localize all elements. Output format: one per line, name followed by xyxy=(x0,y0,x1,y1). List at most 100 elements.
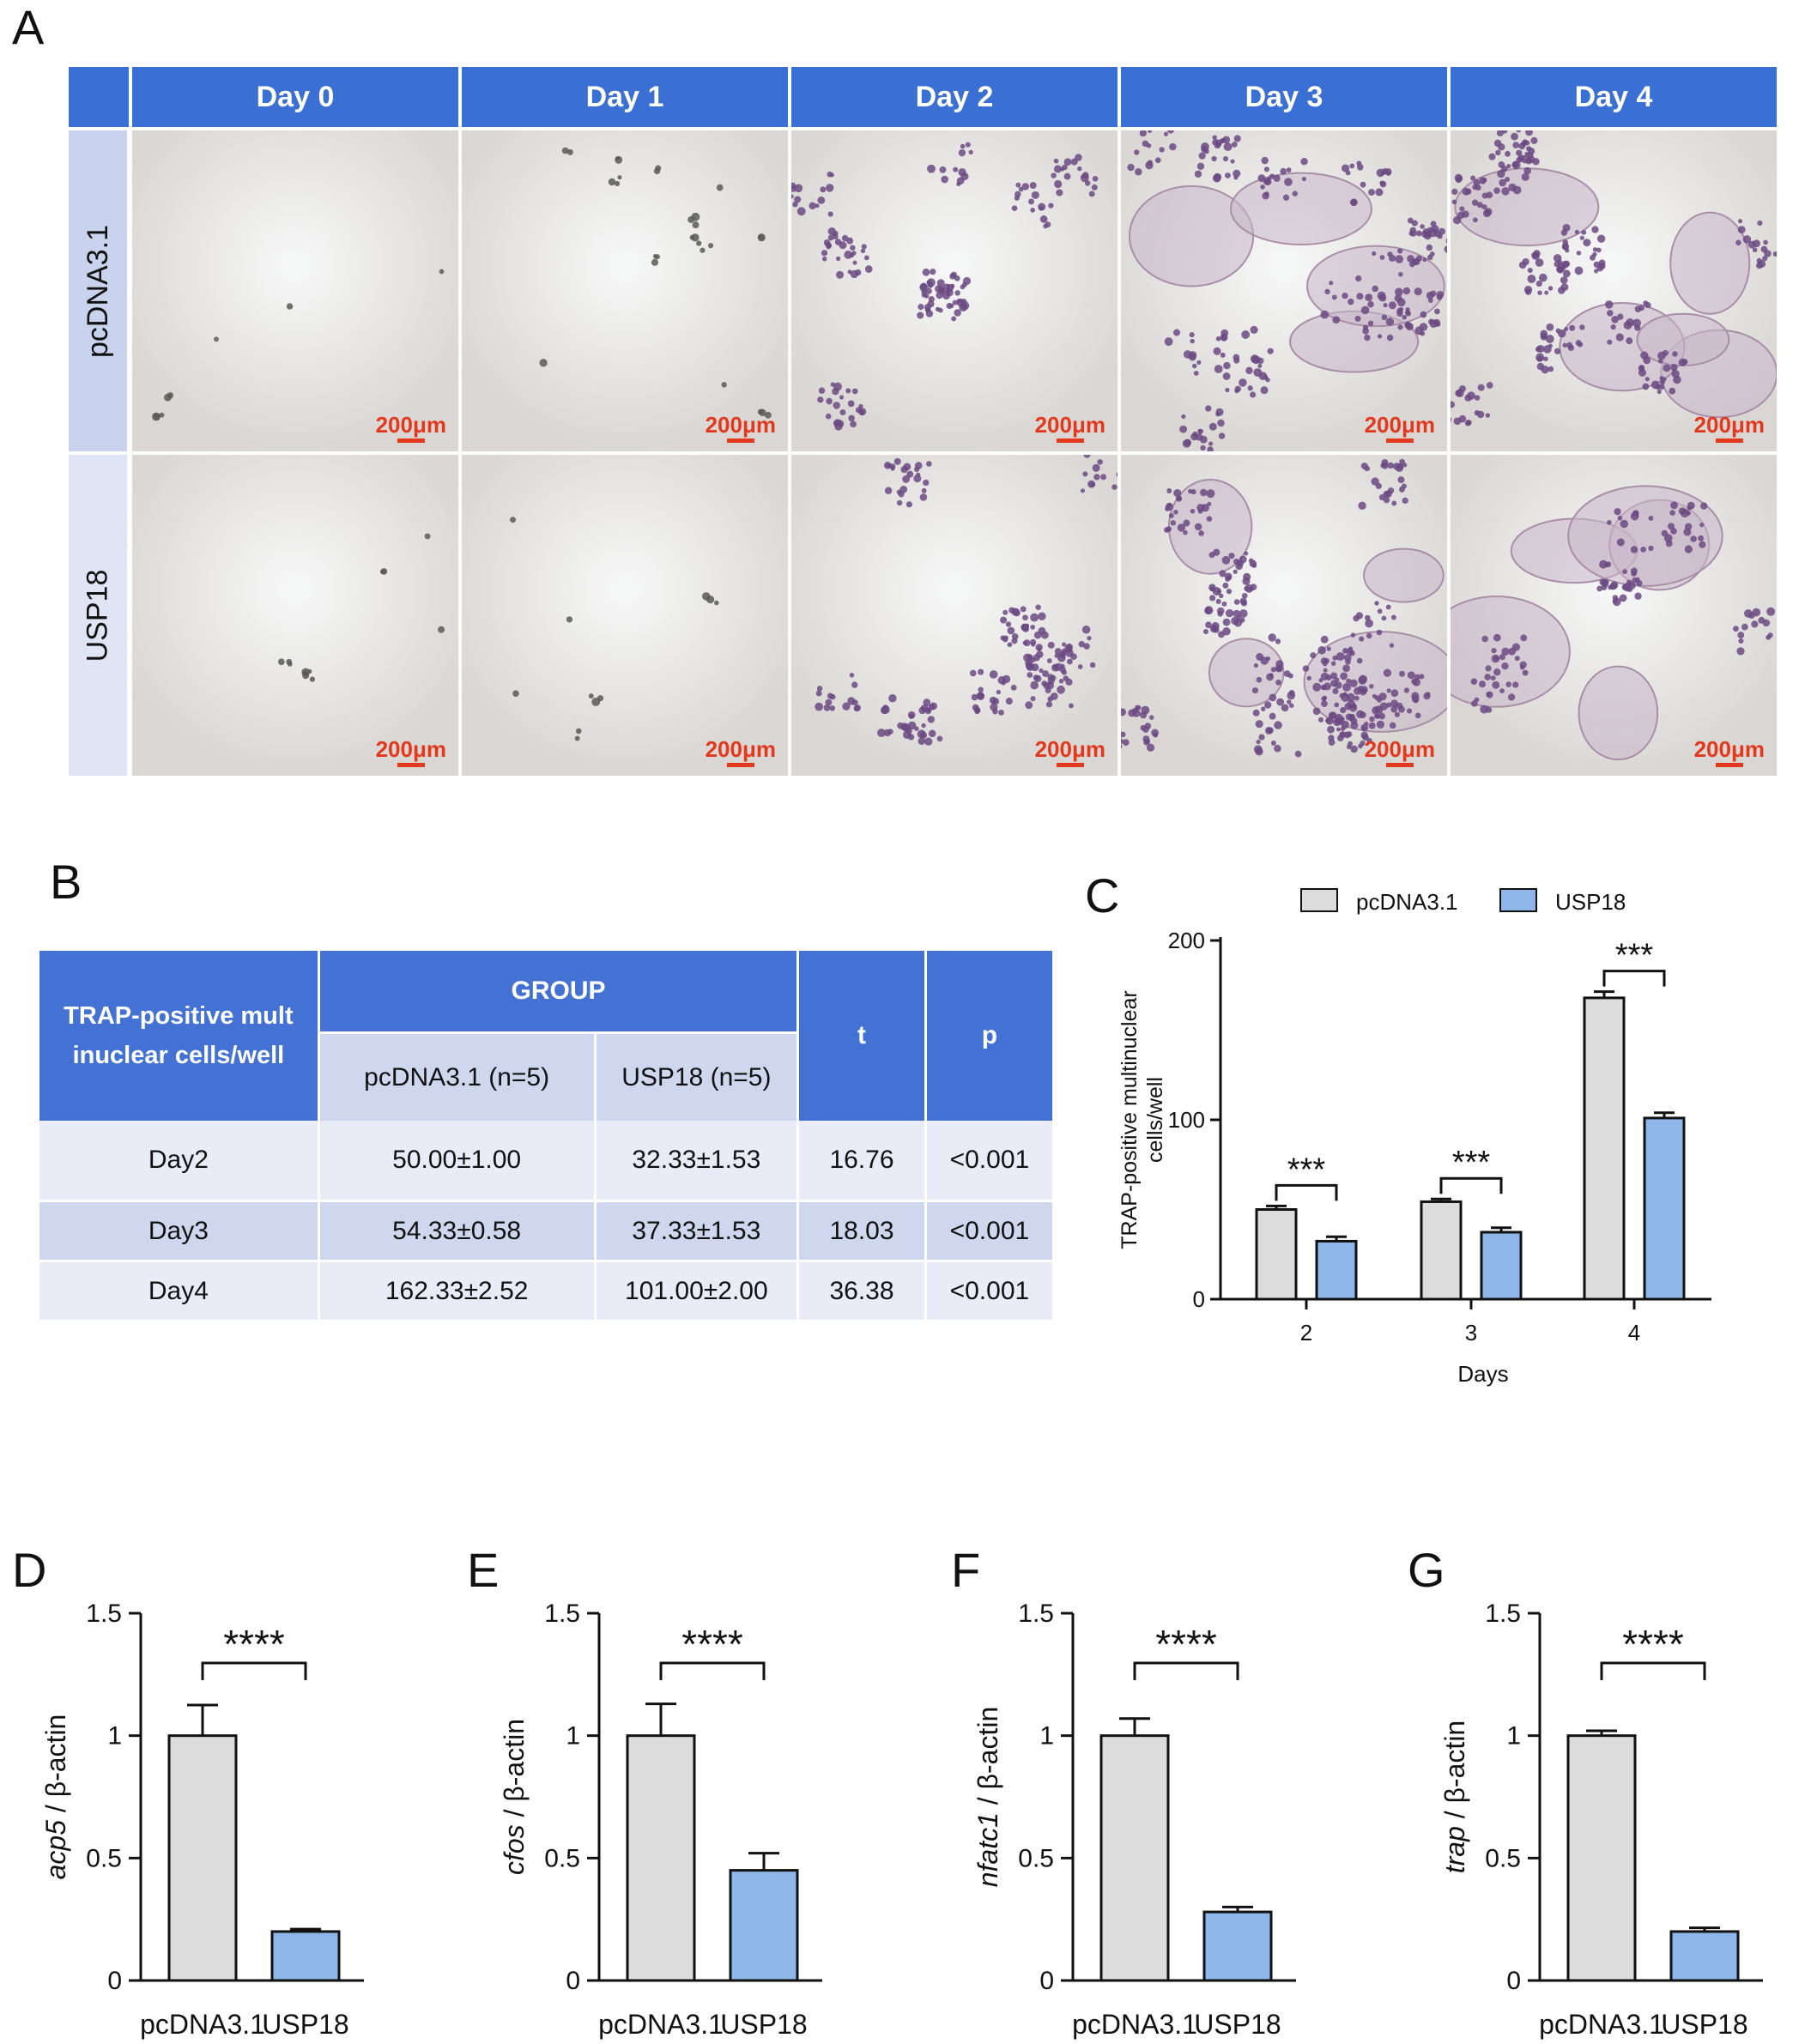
stained-cell xyxy=(927,164,936,173)
stained-cell xyxy=(1659,379,1666,385)
stained-cell xyxy=(1336,652,1345,661)
stained-cell xyxy=(1507,693,1516,701)
stained-cell xyxy=(846,237,854,245)
stained-cell xyxy=(1269,712,1276,720)
stained-cell xyxy=(1042,670,1049,677)
stained-cell xyxy=(1249,586,1254,591)
stained-cell xyxy=(1250,391,1257,398)
stained-cell xyxy=(1215,598,1221,604)
stained-cell xyxy=(1687,505,1692,511)
stained-cell xyxy=(1025,701,1033,710)
scale-bar-label: 200μm xyxy=(1034,412,1105,438)
micrograph-drawing xyxy=(132,455,458,776)
stained-cell xyxy=(1239,609,1248,618)
significance-label: **** xyxy=(223,1622,285,1666)
micrograph-drawing xyxy=(1121,130,1447,451)
stained-cell xyxy=(937,286,945,293)
stained-cell xyxy=(1391,500,1397,506)
x-tick-label: pcDNA3.1 xyxy=(1072,2009,1197,2040)
stained-cell xyxy=(1194,170,1202,178)
stained-cell xyxy=(608,178,616,186)
micrograph-background xyxy=(132,455,458,776)
stained-cell xyxy=(1222,626,1231,636)
stained-cell xyxy=(1330,672,1338,680)
stained-cell xyxy=(1342,682,1352,692)
stained-cell xyxy=(1263,166,1269,172)
stained-cell xyxy=(1062,164,1068,171)
stained-cell xyxy=(1369,684,1374,689)
stained-cell xyxy=(1247,385,1253,391)
stained-cell xyxy=(864,255,869,261)
micrograph-image: 200μm xyxy=(462,130,788,451)
stained-cell xyxy=(1225,172,1231,178)
table-cell-day: Day3 xyxy=(39,1200,318,1260)
significance-label: *** xyxy=(1615,938,1654,974)
stained-cell xyxy=(1054,179,1063,189)
stained-cell xyxy=(1473,179,1481,187)
stained-cell xyxy=(927,300,935,308)
stained-cell xyxy=(1334,702,1340,708)
stained-cell xyxy=(1274,721,1282,729)
stained-cell xyxy=(1419,674,1425,680)
stained-cell xyxy=(1484,674,1492,680)
stained-cell xyxy=(1518,142,1526,150)
stained-cell xyxy=(851,388,858,395)
stained-cell xyxy=(1478,680,1486,688)
stained-cell xyxy=(1544,290,1549,295)
stained-cell xyxy=(1361,726,1366,731)
stained-cell xyxy=(1220,333,1228,342)
stained-cell xyxy=(1206,489,1215,499)
stained-cell xyxy=(1306,675,1311,680)
stained-cell xyxy=(651,258,659,266)
stained-cell xyxy=(1294,750,1302,758)
table-cell: 54.33±0.58 xyxy=(317,1200,594,1260)
x-tick-label: 3 xyxy=(1465,1320,1477,1346)
stained-cell xyxy=(1358,743,1363,749)
stained-cell xyxy=(1476,202,1483,209)
significance-bracket xyxy=(659,1661,766,1680)
stained-cell xyxy=(1139,130,1147,137)
stained-cell xyxy=(1384,490,1392,498)
stained-cell xyxy=(1207,446,1214,451)
legend-label: pcDNA3.1 xyxy=(1356,889,1458,915)
stained-cell xyxy=(1470,175,1476,181)
stained-cell xyxy=(876,729,886,737)
stained-cell xyxy=(1512,681,1519,688)
stained-cell xyxy=(1121,743,1123,750)
stained-cell xyxy=(1403,687,1410,693)
stained-cell xyxy=(1264,178,1272,186)
stained-cell xyxy=(1522,669,1529,676)
table-p-header: p xyxy=(924,951,1052,1121)
table-col-header: TRAP-positive mult inuclear cells/well xyxy=(39,951,318,1121)
stained-cell xyxy=(1196,162,1205,170)
y-axis-label-gene: trap xyxy=(1439,1826,1470,1873)
stained-cell xyxy=(996,689,1002,695)
stained-cell xyxy=(1456,175,1463,182)
stained-cell xyxy=(1642,383,1650,390)
stained-cell xyxy=(1601,579,1609,588)
stained-cell xyxy=(1275,679,1281,686)
stained-cell xyxy=(1332,687,1339,695)
stained-cell xyxy=(1364,334,1371,342)
stained-cell xyxy=(854,705,861,711)
stained-cell xyxy=(1390,705,1398,713)
stained-cell xyxy=(919,493,928,501)
stained-cell xyxy=(1059,651,1066,659)
stained-cell xyxy=(827,171,833,178)
stained-cell xyxy=(1640,546,1646,553)
stained-cell xyxy=(1527,275,1536,283)
stained-cell xyxy=(1007,642,1013,648)
stained-cell xyxy=(1511,643,1521,651)
stained-cell xyxy=(1030,208,1036,213)
stained-cell xyxy=(817,396,824,403)
stained-cell xyxy=(919,283,929,292)
stained-cell xyxy=(1328,739,1336,747)
stained-cell xyxy=(1033,674,1039,681)
stained-cell xyxy=(1423,692,1431,700)
stained-cell xyxy=(1345,659,1351,665)
stained-cell xyxy=(1190,432,1198,441)
stained-cell xyxy=(1167,130,1174,134)
day-header: Day 1 xyxy=(462,67,788,127)
stained-cell xyxy=(1430,221,1437,227)
